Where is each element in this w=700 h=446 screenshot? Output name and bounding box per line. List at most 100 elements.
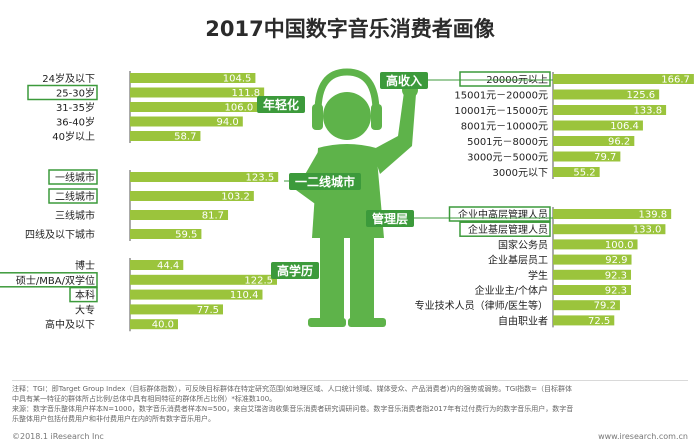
- headphone-right-icon: [371, 104, 382, 130]
- headphone-band: [314, 68, 380, 113]
- category-label: 36-40岁: [56, 116, 95, 129]
- highlight-box: [69, 286, 98, 303]
- bar: [553, 89, 660, 100]
- footnote: 注释：TGI：即Target Group Index（目标群体指数），可反映目标…: [12, 384, 688, 424]
- category-label: 40岁以上: [52, 130, 95, 143]
- group-tag: [289, 173, 361, 190]
- copyright: ©2018.1 iResearch Inc: [12, 432, 104, 441]
- group-tag: [271, 262, 319, 279]
- bar: [553, 300, 620, 311]
- category-label: 学生: [528, 269, 548, 282]
- bar: [553, 167, 600, 177]
- group-name: 高学历: [277, 263, 313, 278]
- category-label: 8001元－10000元: [461, 122, 548, 133]
- left-leg: [320, 236, 344, 320]
- category-label: 10001元－15000元: [454, 106, 548, 117]
- category-label: 硕士/MBA/双学位: [16, 274, 95, 287]
- bar: [553, 136, 635, 146]
- group-name: 管理层: [372, 211, 408, 226]
- category-label: 自由职业者: [498, 314, 548, 327]
- consumer-profile-chart: 2017中国数字音乐消费者画像 104.5 24岁及以下 111.8 25-30岁 10…: [0, 17, 694, 332]
- group-name: 年轻化: [263, 97, 299, 112]
- group-name: 高收入: [386, 73, 422, 88]
- bar: [553, 151, 621, 162]
- data-label: 59.5: [175, 230, 197, 241]
- right-foot: [348, 318, 386, 327]
- footnote-line: 来源：数字音乐整体用户样本N=1000，数字音乐消费者样本N=500，来自艾瑞咨…: [12, 405, 574, 413]
- category-label: 企业基层员工: [488, 254, 548, 267]
- highlight-box: [448, 206, 551, 222]
- chart-title: 2017中国数字音乐消费者画像: [205, 17, 495, 41]
- category-label: 三线城市: [55, 209, 95, 222]
- data-label: 103.2: [221, 192, 250, 203]
- highlight-box: [459, 71, 551, 87]
- bar: [130, 304, 223, 315]
- highlight-box: [27, 84, 98, 101]
- data-label: 72.5: [588, 316, 610, 327]
- footnote-line: 注释：TGI：即Target Group Index（目标群体指数），可反映目标…: [12, 385, 573, 393]
- category-label: 5001元－8000元: [467, 137, 548, 148]
- category-label: 专业技术人员（律师/医生等）: [415, 299, 548, 312]
- category-label: 一线城市: [55, 171, 95, 184]
- data-label: 58.7: [174, 132, 196, 143]
- data-label: 55.2: [573, 168, 595, 179]
- music-listener-figure: [296, 68, 418, 327]
- category-label: 15001元－20000元: [454, 91, 548, 102]
- category-label: 3000元以下: [493, 168, 548, 179]
- data-label: 106.4: [610, 121, 639, 132]
- footnote-line: 乐整体用户包括付费用户和非付费用户在内的所有数字音乐用户。: [12, 415, 215, 423]
- bar: [130, 73, 256, 83]
- data-label: 104.5: [223, 74, 252, 85]
- bar: [553, 315, 615, 326]
- category-label: 31-35岁: [56, 101, 95, 114]
- data-label: 79.7: [594, 152, 616, 163]
- bar: [130, 87, 265, 98]
- head: [323, 92, 371, 140]
- data-label: 106.0: [225, 103, 254, 114]
- highlight-box: [0, 272, 98, 288]
- data-label: 139.8: [639, 210, 668, 221]
- data-label: 40.0: [152, 320, 174, 331]
- footnote-line: 中具有某一特征的群体所占比例/总体中具有相同特征的群体所占比例）*标准数100。: [12, 395, 277, 403]
- data-label: 110.4: [230, 290, 259, 301]
- category-label: 国家公务员: [498, 238, 548, 251]
- data-label: 81.7: [202, 211, 224, 222]
- bar: [130, 172, 279, 182]
- group-tag: [380, 72, 428, 89]
- data-label: 77.5: [197, 305, 219, 316]
- category-label: 本科: [75, 289, 95, 302]
- data-label: 111.8: [232, 88, 261, 99]
- divider: [12, 380, 688, 381]
- data-label: 100.0: [605, 240, 634, 251]
- group-tag: [366, 210, 414, 227]
- data-label: 122.5: [244, 275, 273, 286]
- bar: [553, 285, 632, 295]
- category-label: 企业中高层管理人员: [458, 208, 548, 221]
- category-label: 25-30岁: [56, 87, 95, 100]
- data-label: 133.8: [633, 106, 662, 117]
- raised-arm: [372, 92, 416, 174]
- data-label: 79.2: [594, 301, 616, 312]
- website: www.iresearch.com.cn: [598, 432, 688, 441]
- category-label: 大专: [75, 303, 95, 316]
- bar: [130, 260, 184, 270]
- data-label: 125.6: [627, 90, 656, 101]
- group-name: 一二线城市: [295, 174, 355, 189]
- bar: [553, 254, 632, 265]
- bar: [553, 239, 638, 250]
- right-leg: [350, 236, 374, 320]
- bar: [130, 229, 202, 239]
- category-label: 二线城市: [55, 190, 95, 203]
- data-label: 92.3: [605, 286, 627, 297]
- bar: [553, 269, 632, 280]
- bar: [553, 105, 667, 115]
- data-label: 166.7: [661, 75, 690, 86]
- category-label: 24岁及以下: [42, 72, 95, 85]
- category-label: 3000元－5000元: [467, 153, 548, 164]
- headphone-left-icon: [312, 104, 323, 130]
- bar: [553, 74, 694, 84]
- highlight-box: [48, 188, 98, 204]
- highlight-box: [48, 169, 98, 185]
- group-tag: [257, 96, 305, 113]
